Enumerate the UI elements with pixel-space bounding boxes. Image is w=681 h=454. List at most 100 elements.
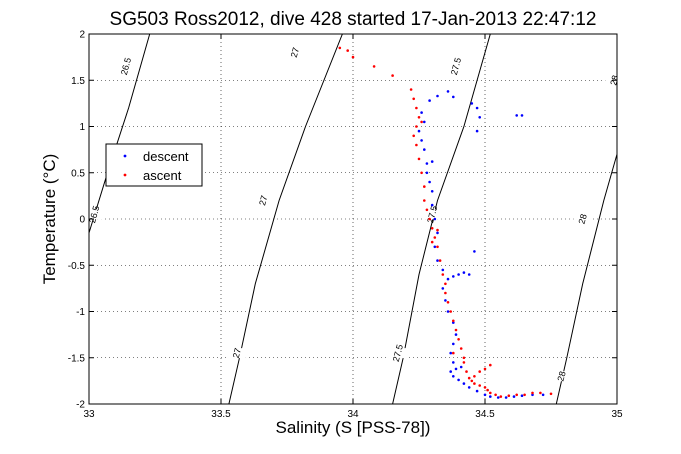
descent-point	[531, 393, 534, 397]
ascent-point	[483, 367, 487, 371]
density-contour	[392, 34, 491, 404]
descent-point	[489, 395, 492, 398]
contour-label-bg	[605, 75, 617, 86]
ascent-point	[486, 388, 489, 392]
descent-point	[444, 299, 447, 302]
descent-point	[441, 268, 445, 272]
descent-point	[462, 271, 466, 274]
ascent-point	[467, 376, 471, 380]
density-contour	[89, 34, 151, 234]
contour-label-bg	[227, 348, 246, 359]
descent-point	[452, 342, 455, 346]
contour-label: 27.5	[391, 343, 405, 363]
ascent-point	[507, 394, 511, 398]
contour-label-bg	[285, 47, 304, 58]
descent-point	[467, 273, 471, 276]
descent-point	[449, 370, 453, 373]
descent-point	[483, 393, 487, 397]
descent-point	[452, 375, 455, 378]
ascent-point	[457, 338, 460, 341]
ascent-point	[452, 319, 455, 323]
y-tick-label: -1.5	[68, 353, 86, 364]
ascent-point	[499, 395, 503, 398]
x-tick-label: 33	[83, 409, 95, 420]
ascent-point	[338, 46, 342, 50]
ascent-point	[494, 393, 497, 397]
y-tick-label: -1	[76, 307, 85, 318]
contour-label-bg	[573, 214, 592, 224]
contour-label-bg	[254, 195, 273, 206]
ascent-point	[436, 245, 439, 249]
descent-point	[475, 106, 479, 110]
descent-point	[436, 259, 439, 262]
descent-point	[430, 203, 434, 207]
series-descent	[417, 90, 545, 399]
descent-point	[425, 171, 429, 175]
ascent-point	[423, 199, 426, 202]
descent-point	[430, 190, 434, 193]
contour-label-bg	[89, 209, 104, 220]
descent-point	[512, 395, 516, 398]
ascent-point	[489, 391, 492, 395]
chart-title: SG503 Ross2012, dive 428 started 17-Jan-…	[110, 9, 597, 30]
descent-point	[515, 114, 518, 117]
contour-label-bg	[446, 61, 465, 72]
descent-point	[452, 275, 455, 278]
descent-point	[433, 217, 437, 221]
descent-point	[436, 94, 439, 98]
descent-point	[452, 95, 455, 99]
ascent-point	[417, 116, 421, 119]
descent-point	[475, 129, 479, 133]
descent-point	[496, 396, 500, 399]
descent-point	[430, 160, 434, 163]
ascent-point	[459, 347, 463, 350]
ascent-point	[438, 259, 442, 262]
ascent-point	[478, 384, 482, 387]
y-tick-label: 0.5	[71, 168, 85, 179]
ascent-point	[549, 392, 553, 396]
descent-point	[473, 250, 476, 253]
ascent-point	[478, 370, 482, 373]
descent-point	[452, 321, 455, 324]
ascent-point	[465, 370, 468, 373]
ascent-point	[444, 291, 447, 295]
ascent-point	[415, 125, 418, 128]
x-tick-label: 34	[347, 409, 359, 420]
x-tick-label: 34.5	[475, 409, 495, 420]
contour-label: 27	[289, 46, 301, 58]
ascent-point	[423, 185, 426, 188]
x-tick-label: 35	[611, 409, 623, 420]
descent-point	[420, 111, 423, 114]
y-axis-label: Temperature (°C)	[40, 154, 59, 285]
contour-label: 27.5	[449, 57, 463, 77]
descent-point	[433, 245, 437, 249]
ascent-point	[428, 217, 431, 221]
y-tick-label: 2	[79, 30, 85, 41]
descent-point	[446, 90, 450, 93]
contour-label: 28	[577, 213, 589, 225]
legend-label-ascent: ascent	[143, 168, 182, 183]
ascent-point	[433, 236, 437, 239]
descent-point	[541, 393, 545, 397]
descent-point	[457, 273, 460, 276]
x-tick-label: 33.5	[211, 409, 231, 420]
ascent-point	[417, 157, 421, 161]
ascent-point	[346, 49, 350, 52]
contour-label: 27	[257, 194, 269, 206]
descent-point	[428, 180, 431, 184]
descent-point	[470, 102, 474, 105]
descent-point	[423, 148, 426, 151]
descent-point	[478, 116, 482, 119]
ascent-point	[430, 240, 434, 244]
contour-label-bg	[388, 348, 407, 359]
contour-label: 28	[555, 370, 567, 382]
contour-label-bg	[552, 371, 571, 382]
y-tick-label: -0.5	[68, 261, 86, 272]
descent-point	[454, 333, 458, 336]
ascent-point	[444, 282, 447, 286]
legend-marker-descent	[123, 154, 127, 158]
descent-point	[520, 394, 524, 398]
